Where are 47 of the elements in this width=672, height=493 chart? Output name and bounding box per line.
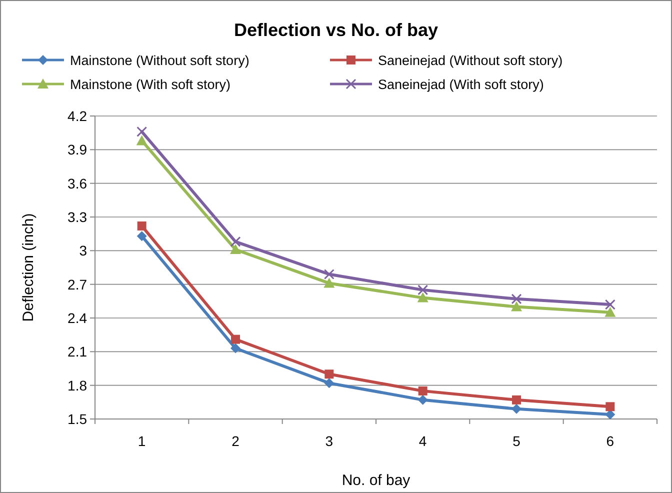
- x-tick-label: 1: [138, 433, 146, 449]
- x-tick-label: 2: [232, 433, 240, 449]
- point: [604, 299, 616, 310]
- point: [606, 402, 615, 412]
- point: [324, 370, 334, 379]
- point: [231, 334, 240, 344]
- point: [230, 343, 240, 354]
- y-tick-label: 1.5: [68, 411, 88, 427]
- y-tick-label: 2.7: [68, 276, 88, 292]
- y-tick-label: 3: [79, 242, 88, 259]
- x-axis-title: No. of bay: [342, 472, 411, 489]
- y-tick-label: 3.3: [68, 209, 88, 225]
- legend-label: Saneinejad (With soft story): [378, 77, 544, 92]
- legend-label: Mainstone (Without soft story): [70, 53, 250, 68]
- point: [136, 231, 147, 242]
- y-tick-label: 1.8: [68, 377, 88, 394]
- x-tick-label: 4: [418, 433, 427, 449]
- point: [136, 126, 148, 137]
- point: [511, 301, 522, 312]
- point: [137, 221, 146, 230]
- point: [512, 395, 521, 404]
- point: [511, 294, 522, 304]
- y-axis-title: Deflection (inch): [20, 213, 37, 322]
- point: [418, 284, 428, 296]
- point: [324, 378, 334, 388]
- y-tick-label: 2.1: [68, 344, 88, 360]
- chart-title: Deflection vs No. of bay: [234, 20, 438, 40]
- x-tick-label: 5: [512, 433, 521, 449]
- legend-label: Saneinejad (Without soft story): [378, 53, 563, 68]
- x-tick-label: 6: [606, 433, 614, 449]
- point: [417, 292, 428, 302]
- legend-label: Mainstone (With soft story): [70, 77, 231, 92]
- x-tick-label: 3: [325, 433, 334, 449]
- point: [605, 410, 616, 420]
- y-tick-label: 3.6: [68, 175, 88, 192]
- point: [324, 268, 334, 280]
- y-tick-label: 3.9: [68, 142, 88, 158]
- point: [512, 404, 522, 414]
- point: [604, 306, 616, 317]
- point: [324, 278, 335, 288]
- y-tick-label: 2.4: [68, 310, 88, 326]
- point: [418, 386, 428, 396]
- point: [418, 394, 428, 405]
- point: [230, 236, 241, 247]
- point: [136, 135, 148, 146]
- y-tick-label: 4.2: [68, 108, 88, 124]
- point: [230, 244, 241, 254]
